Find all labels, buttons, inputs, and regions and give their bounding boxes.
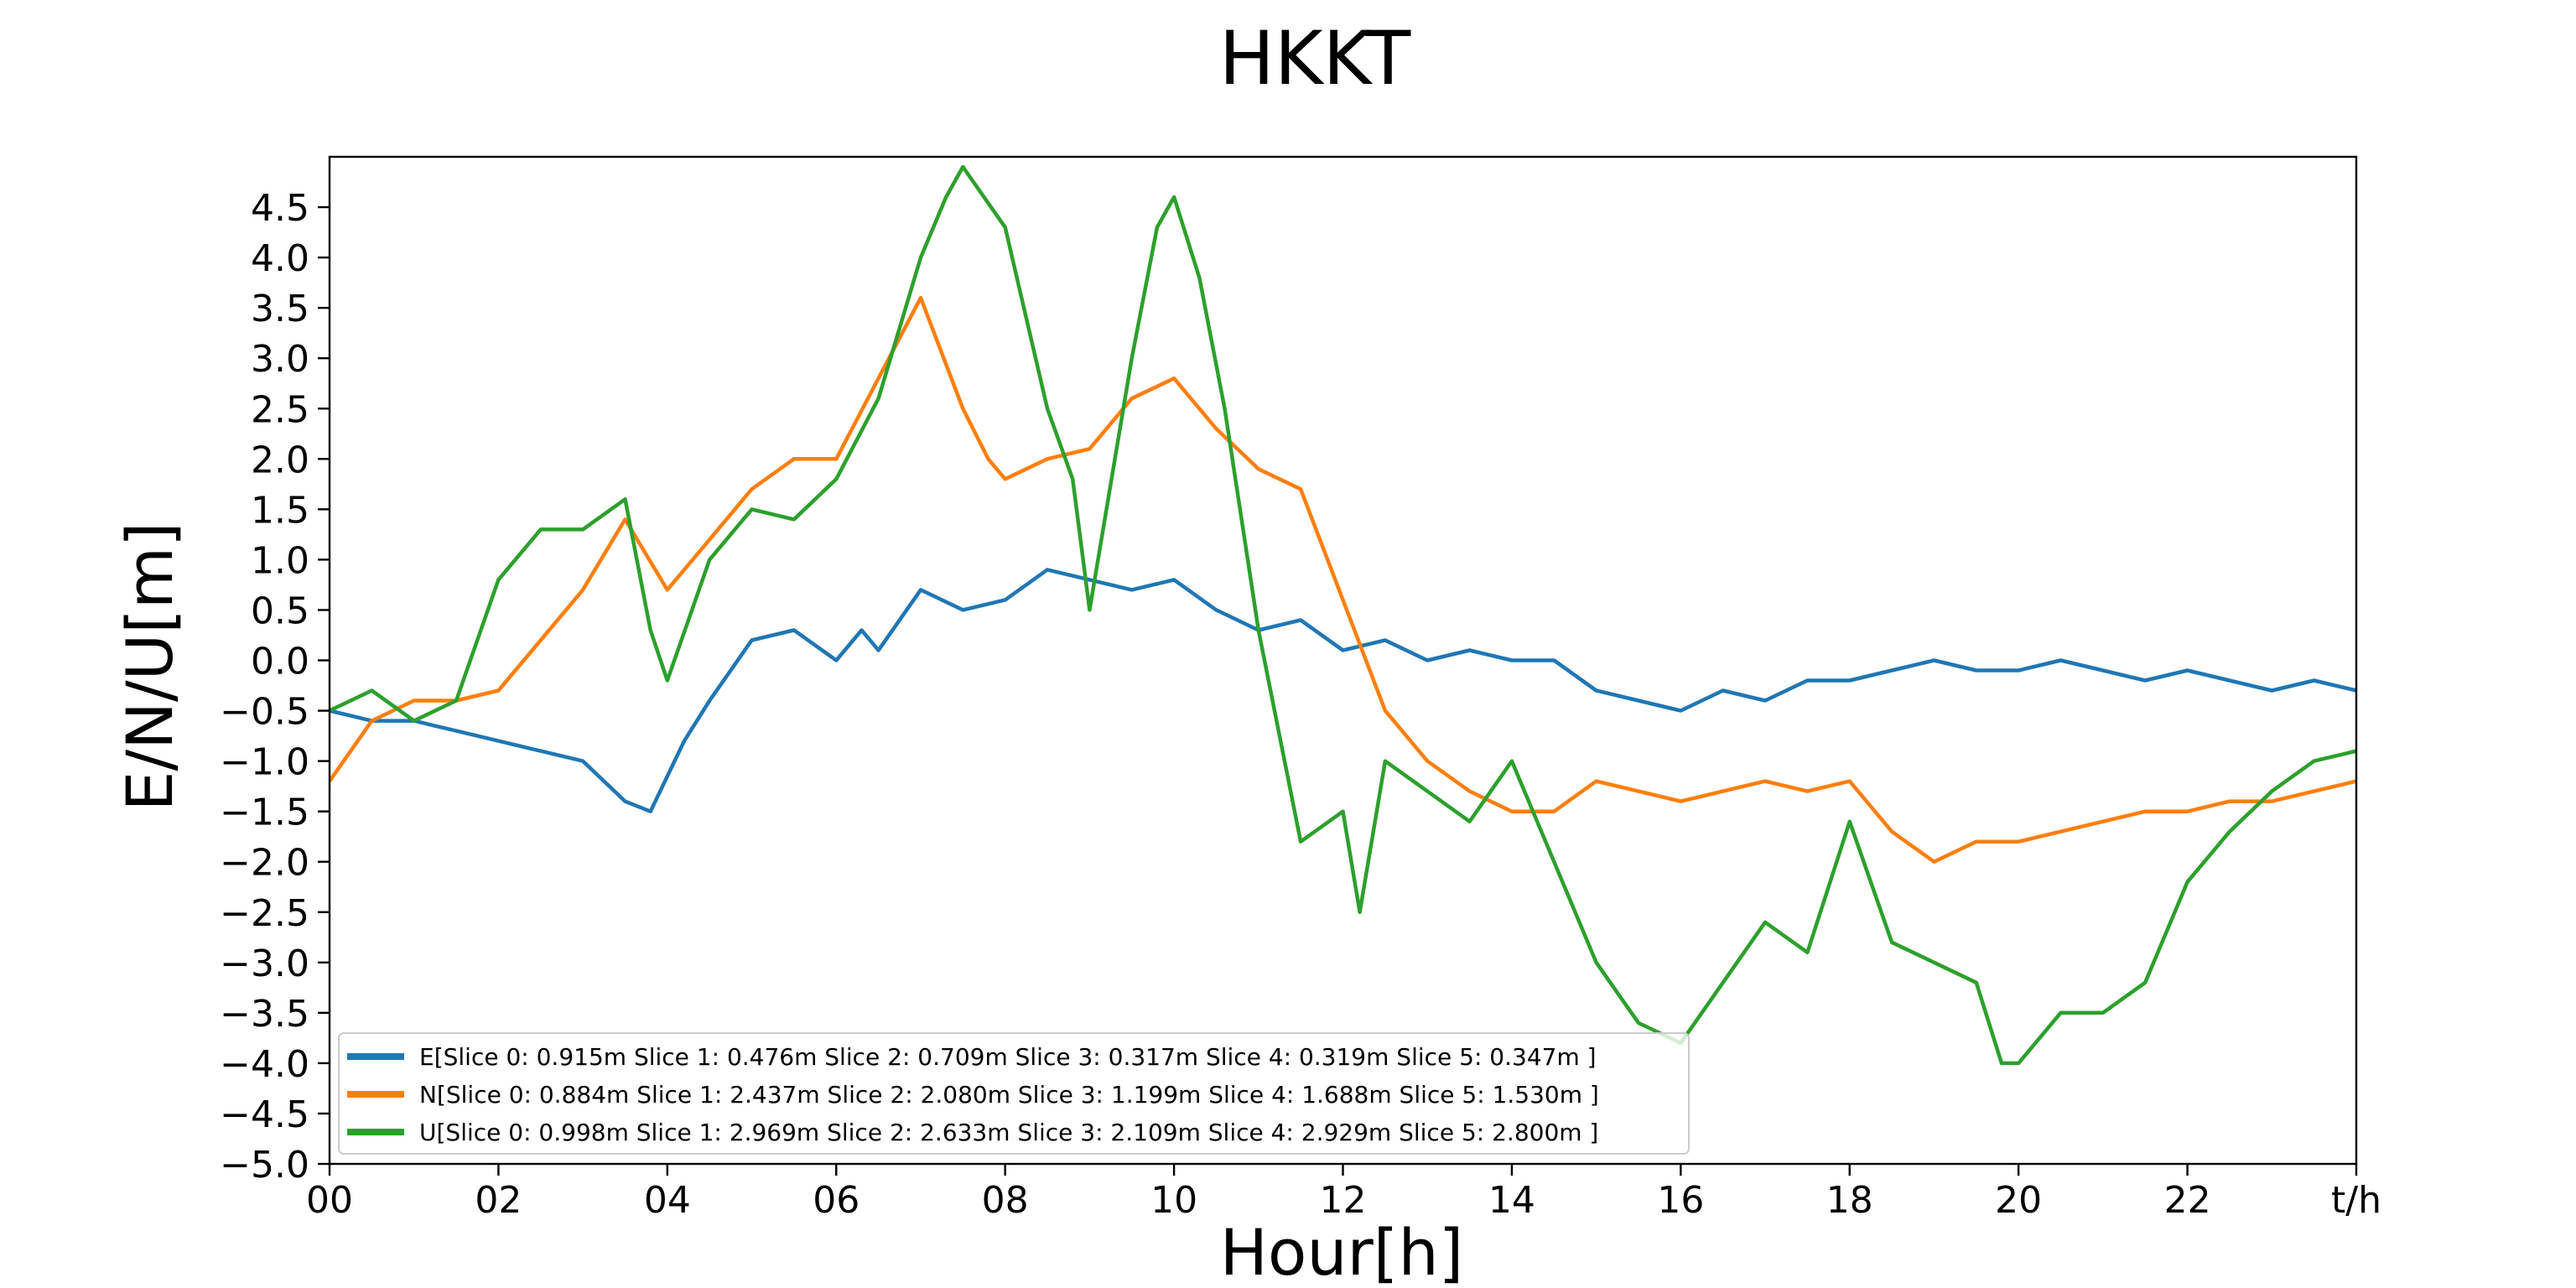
- x-tick-label: 06: [813, 1179, 860, 1222]
- series-line-e: [330, 568, 2356, 813]
- x-axis-label: Hour[h]: [1220, 1215, 1464, 1288]
- y-tick-label: −1.0: [220, 741, 309, 784]
- legend-box: [338, 1032, 1690, 1155]
- y-tick-label: 0.5: [251, 589, 309, 632]
- x-tick-label: 20: [1995, 1179, 2042, 1222]
- y-axis: −5.0 −4.5 −4.0 −3.5 −3.0 −2.5 −2.0 −1.5 −1.0 −0.5…: [220, 187, 330, 1187]
- y-tick-label: −2.5: [220, 892, 309, 935]
- y-tick-label: −4.0: [220, 1043, 309, 1086]
- y-tick-label: 3.5: [251, 288, 309, 330]
- y-tick-label: −1.5: [220, 792, 309, 834]
- chart-title: HKKT: [1219, 15, 1412, 101]
- y-tick-label: 4.0: [251, 237, 309, 280]
- legend-label: N[Slice 0: 0.884m Slice 1: 2.437m Slice …: [419, 1081, 1599, 1109]
- x-tick-label: 08: [982, 1179, 1029, 1222]
- series-layer: [330, 164, 2356, 1066]
- y-tick-label: −5.0: [220, 1144, 309, 1187]
- x-tick-label: 14: [1488, 1179, 1535, 1222]
- y-tick-label: −3.5: [220, 993, 309, 1036]
- y-tick-label: −3.0: [220, 943, 309, 985]
- x-tick-label: 22: [2164, 1179, 2211, 1222]
- y-tick-label: 1.5: [251, 489, 309, 532]
- series-line-u: [330, 164, 2356, 1066]
- x-tick-label: 10: [1150, 1179, 1197, 1222]
- x-tick-label: 04: [644, 1179, 691, 1222]
- series-line-n: [330, 295, 2356, 864]
- y-tick-label: 3.0: [251, 338, 309, 381]
- y-tick-label: −2.0: [220, 842, 309, 885]
- x-tick-label: 00: [306, 1179, 353, 1222]
- x-tick-label: 16: [1657, 1179, 1704, 1222]
- x-axis: 00 02 04 06 08 10 12 14 16 18 20 22 t/h: [306, 1164, 2381, 1222]
- y-tick-label: 2.5: [251, 388, 309, 431]
- legend-label: E[Slice 0: 0.915m Slice 1: 0.476m Slice …: [419, 1043, 1597, 1071]
- y-tick-label: 1.0: [251, 539, 309, 582]
- y-tick-label: −4.5: [220, 1093, 309, 1136]
- y-tick-label: 4.5: [251, 187, 309, 230]
- legend-label: U[Slice 0: 0.998m Slice 1: 2.969m Slice …: [419, 1119, 1598, 1146]
- y-tick-label: −0.5: [220, 691, 309, 734]
- x-tick-label: t/h: [2331, 1179, 2381, 1222]
- y-tick-label: 2.0: [251, 439, 309, 481]
- legend: E[Slice 0: 0.915m Slice 1: 0.476m Slice …: [338, 1032, 1690, 1155]
- x-tick-label: 18: [1826, 1179, 1873, 1222]
- plot-frame: [328, 155, 2358, 1166]
- x-tick-label: 12: [1320, 1179, 1367, 1222]
- x-tick-label: 02: [475, 1179, 522, 1222]
- y-tick-label: 0.0: [251, 641, 309, 683]
- y-axis-label: E/N/U[m]: [112, 522, 187, 811]
